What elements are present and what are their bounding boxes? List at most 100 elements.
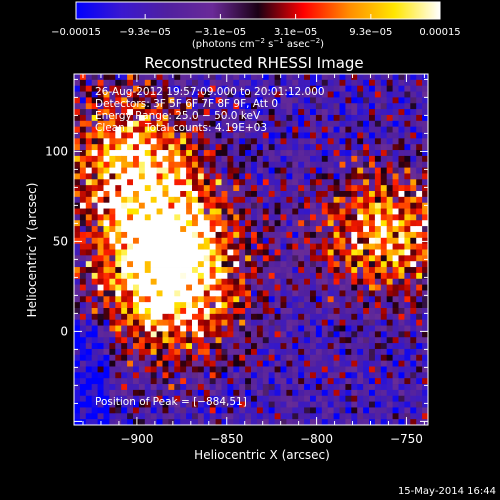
heatmap-cell (121, 231, 128, 239)
heatmap-cell (115, 384, 122, 391)
heatmap-cell (127, 91, 134, 98)
heatmap-cell (186, 220, 193, 227)
heatmap-cell (115, 308, 122, 315)
heatmap-cell (74, 109, 81, 116)
heatmap-cell (156, 407, 163, 414)
heatmap-cell (310, 226, 317, 233)
heatmap-cell (74, 267, 81, 274)
heatmap-cell (85, 302, 93, 309)
heatmap-cell (304, 290, 311, 297)
heatmap-cell (203, 384, 211, 391)
heatmap-cell (162, 103, 169, 110)
heatmap-cell (304, 185, 311, 192)
heatmap-cell (363, 290, 370, 297)
heatmap-cell (304, 337, 311, 344)
heatmap-cell (339, 167, 346, 174)
heatmap-cell (422, 132, 429, 139)
heatmap-cell (79, 196, 87, 204)
heatmap-cell (233, 126, 240, 133)
heatmap-cell (85, 407, 93, 414)
heatmap-cell (280, 220, 287, 227)
heatmap-cell (386, 261, 393, 268)
heatmap-cell (286, 360, 293, 367)
heatmap-cell (327, 319, 334, 326)
heatmap-cell (262, 354, 270, 362)
heatmap-cell (186, 389, 193, 397)
heatmap-cell (292, 97, 299, 104)
heatmap-cell (333, 255, 340, 262)
heatmap-cell (339, 343, 346, 350)
heatmap-cell (174, 249, 181, 256)
heatmap-cell (115, 114, 122, 122)
heatmap-cell (85, 413, 93, 420)
heatmap-cell (416, 202, 423, 209)
heatmap-cell (150, 126, 157, 133)
heatmap-cell (351, 319, 358, 326)
heatmap-cell (121, 243, 128, 250)
heatmap-cell (280, 360, 287, 367)
heatmap-cell (192, 179, 199, 186)
heatmap-cell (351, 401, 358, 408)
heatmap-cell (91, 97, 98, 104)
heatmap-cell (256, 249, 264, 256)
heatmap-cell (209, 196, 216, 204)
heatmap-cell (233, 378, 240, 385)
heatmap-cell (286, 354, 293, 362)
heatmap-cell (292, 284, 299, 291)
heatmap-cell (121, 308, 128, 315)
heatmap-cell (115, 196, 122, 204)
heatmap-cell (345, 179, 352, 186)
heatmap-cell (333, 114, 340, 122)
heatmap-cell (138, 384, 146, 391)
heatmap-cell (304, 354, 311, 362)
heatmap-cell (162, 278, 169, 285)
heatmap-cell (327, 243, 334, 250)
heatmap-cell (268, 237, 275, 245)
heatmap-cell (416, 366, 423, 373)
heatmap-cell (245, 325, 252, 332)
heatmap-cell (380, 126, 388, 133)
heatmap-cell (351, 155, 358, 163)
heatmap-cell (215, 284, 222, 291)
heatmap-cell (345, 419, 352, 426)
heatmap-cell (327, 384, 334, 391)
heatmap-cell (298, 150, 305, 157)
heatmap-cell (74, 290, 81, 297)
heatmap-cell (97, 226, 104, 233)
heatmap-cell (321, 255, 329, 262)
heatmap-cell (315, 185, 323, 192)
heatmap-cell (127, 360, 134, 367)
heatmap-cell (339, 261, 346, 268)
heatmap-cell (304, 144, 311, 151)
heatmap-cell (251, 267, 258, 274)
heatmap-cell (280, 401, 287, 408)
heatmap-cell (174, 331, 181, 338)
heatmap-cell (304, 173, 311, 180)
heatmap-cell (298, 243, 305, 250)
heatmap-cell (115, 372, 122, 379)
heatmap-cell (404, 360, 411, 367)
heatmap-cell (292, 389, 299, 397)
heatmap-cell (298, 79, 305, 87)
heatmap-cell (150, 173, 157, 180)
heatmap-cell (109, 389, 116, 397)
heatmap-cell (298, 237, 305, 245)
heatmap-cell (192, 196, 199, 204)
heatmap-cell (327, 401, 334, 408)
heatmap-cell (174, 126, 181, 133)
heatmap-cell (197, 150, 205, 157)
heatmap-cell (280, 261, 287, 268)
heatmap-cell (109, 337, 116, 344)
heatmap-cell (327, 354, 334, 362)
heatmap-cell (404, 126, 411, 133)
heatmap-cell (239, 360, 246, 367)
heatmap-cell (156, 208, 163, 215)
heatmap-cell (174, 208, 181, 215)
heatmap-cell (380, 255, 388, 262)
heatmap-cell (121, 103, 128, 110)
heatmap-cell (416, 85, 423, 92)
heatmap-cell (97, 384, 104, 391)
heatmap-cell (262, 337, 270, 344)
heatmap-cell (380, 325, 388, 332)
heatmap-cell (274, 120, 281, 128)
